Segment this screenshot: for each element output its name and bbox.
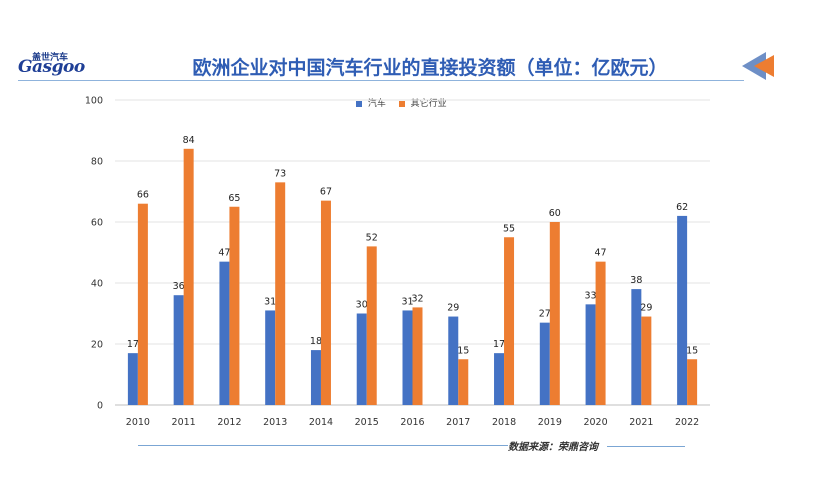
legend-item-series2: 其它行业 (398, 96, 447, 109)
logo-en-text: Gasgoo (18, 57, 85, 77)
data-label: 27 (539, 309, 551, 320)
bar-series2 (595, 261, 606, 405)
x-tick-label: 2015 (355, 417, 379, 428)
bar-series2 (229, 206, 240, 405)
data-label: 29 (640, 303, 652, 314)
bar-series2 (137, 203, 148, 405)
y-tick-label: 80 (91, 157, 103, 168)
y-tick-label: 40 (91, 279, 103, 290)
data-label: 15 (686, 345, 698, 356)
bar-series2 (412, 307, 423, 405)
x-tick-label: 2012 (217, 417, 241, 428)
bar-series1 (677, 215, 688, 405)
data-label: 17 (127, 339, 139, 350)
bar-series2 (549, 222, 560, 405)
data-label: 33 (585, 290, 597, 301)
y-tick-label: 100 (85, 96, 103, 107)
bar-series2 (504, 237, 515, 405)
gasgoo-logo: 盖世汽车 Gasgoo (18, 50, 88, 80)
data-label: 18 (310, 336, 322, 347)
bar-series1 (631, 289, 642, 405)
data-label: 84 (183, 135, 195, 146)
bar-series2 (458, 359, 469, 405)
data-label: 65 (228, 193, 240, 204)
x-tick-label: 2022 (675, 417, 699, 428)
logo-cn-text: 盖世汽车 (32, 53, 69, 63)
legend-label-series2: 其它行业 (410, 99, 447, 109)
bar-series1 (265, 310, 276, 405)
legend-swatch-series1 (356, 100, 362, 107)
data-label: 32 (411, 293, 423, 304)
title-divider (18, 80, 744, 81)
data-label: 31 (264, 296, 276, 307)
bar-series2 (275, 182, 286, 405)
legend-item-series1: 汽车 (356, 96, 386, 109)
x-tick-label: 2017 (446, 417, 470, 428)
chart-title: 欧洲企业对中国汽车行业的直接投资额（单位：亿欧元） (192, 57, 668, 79)
bar-series2 (687, 359, 698, 405)
bar-series1 (310, 350, 321, 405)
bar-series1 (494, 353, 505, 405)
x-tick-label: 2014 (309, 417, 333, 428)
x-tick-label: 2019 (538, 417, 562, 428)
x-tick-label: 2018 (492, 417, 516, 428)
arrow-icon (742, 52, 774, 80)
chart-legend: 汽车 其它行业 (356, 96, 457, 109)
y-tick-label: 0 (97, 401, 103, 412)
bar-series1 (127, 353, 138, 405)
legend-swatch-series2 (398, 100, 405, 107)
bar-series2 (320, 200, 331, 405)
bar-series1 (585, 304, 596, 405)
data-label: 31 (401, 296, 413, 307)
bar-series1 (402, 310, 413, 405)
data-label: 55 (503, 223, 515, 234)
data-label: 47 (595, 248, 607, 259)
data-label: 38 (630, 275, 642, 286)
bar-series1 (219, 261, 230, 405)
data-label: 29 (447, 303, 459, 314)
data-label: 66 (137, 190, 149, 201)
y-tick-label: 20 (91, 340, 103, 351)
data-label: 52 (366, 232, 378, 243)
bar-series1 (539, 322, 550, 405)
legend-label-series1: 汽车 (367, 99, 386, 109)
bar-series1 (356, 313, 367, 405)
data-source: 数据来源：荣鼎咨询 (508, 442, 598, 453)
data-label: 36 (173, 281, 185, 292)
bar-series2 (183, 148, 194, 406)
data-label: 47 (218, 248, 230, 259)
x-tick-label: 2010 (126, 417, 150, 428)
bar-series1 (173, 295, 184, 405)
bar-series2 (641, 316, 652, 405)
data-label: 67 (320, 187, 332, 198)
data-label: 62 (676, 202, 688, 213)
x-tick-label: 2020 (583, 417, 607, 428)
x-tick-label: 2021 (629, 417, 653, 428)
x-tick-label: 2013 (263, 417, 287, 428)
data-label: 17 (493, 339, 505, 350)
x-tick-label: 2011 (172, 417, 196, 428)
data-label: 60 (549, 208, 561, 219)
data-label: 73 (274, 168, 286, 179)
bar-series1 (448, 316, 459, 405)
x-tick-label: 2016 (400, 417, 424, 428)
data-label: 15 (457, 345, 469, 356)
data-label: 30 (356, 300, 368, 311)
bar-series2 (366, 246, 377, 405)
footer-divider-right (607, 446, 685, 447)
y-tick-label: 60 (91, 218, 103, 229)
footer-divider-left (138, 445, 508, 446)
